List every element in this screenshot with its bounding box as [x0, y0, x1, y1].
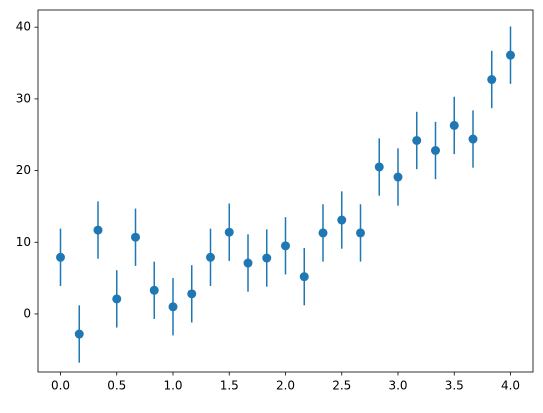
x-tick-label: 1.0	[163, 379, 182, 393]
point	[74, 329, 84, 339]
point	[243, 258, 253, 268]
point	[205, 252, 215, 262]
x-tick-label: 0.0	[51, 379, 70, 393]
y-tick-label: 40	[16, 20, 31, 34]
x-tick-label: 0.5	[107, 379, 126, 393]
point	[412, 135, 422, 145]
point	[487, 75, 497, 85]
x-tick-label: 3.0	[388, 379, 407, 393]
x-tick-label: 2.0	[276, 379, 295, 393]
y-tick-label: 30	[16, 91, 31, 105]
point	[299, 272, 309, 282]
point	[337, 215, 347, 225]
y-tick-label: 20	[16, 163, 31, 177]
point	[506, 50, 515, 60]
y-tick-label: 10	[16, 235, 31, 249]
point	[187, 289, 197, 299]
point	[93, 225, 103, 235]
point	[168, 302, 178, 312]
point	[449, 120, 459, 130]
x-tick-label: 1.5	[220, 379, 239, 393]
point	[281, 241, 290, 251]
point	[356, 228, 366, 238]
point	[112, 294, 122, 304]
plot-frame	[37, 9, 534, 373]
point	[374, 162, 384, 172]
y-tick-label: 0	[23, 306, 31, 320]
x-tick-label: 2.5	[332, 379, 351, 393]
point	[56, 252, 65, 262]
point	[318, 228, 328, 238]
point	[262, 253, 272, 263]
point	[131, 232, 141, 242]
x-tick-label: 3.5	[445, 379, 464, 393]
point	[224, 227, 234, 237]
point	[393, 172, 403, 182]
point	[149, 285, 159, 295]
x-tick-label: 4.0	[501, 379, 520, 393]
point	[468, 134, 478, 144]
point	[430, 145, 440, 155]
